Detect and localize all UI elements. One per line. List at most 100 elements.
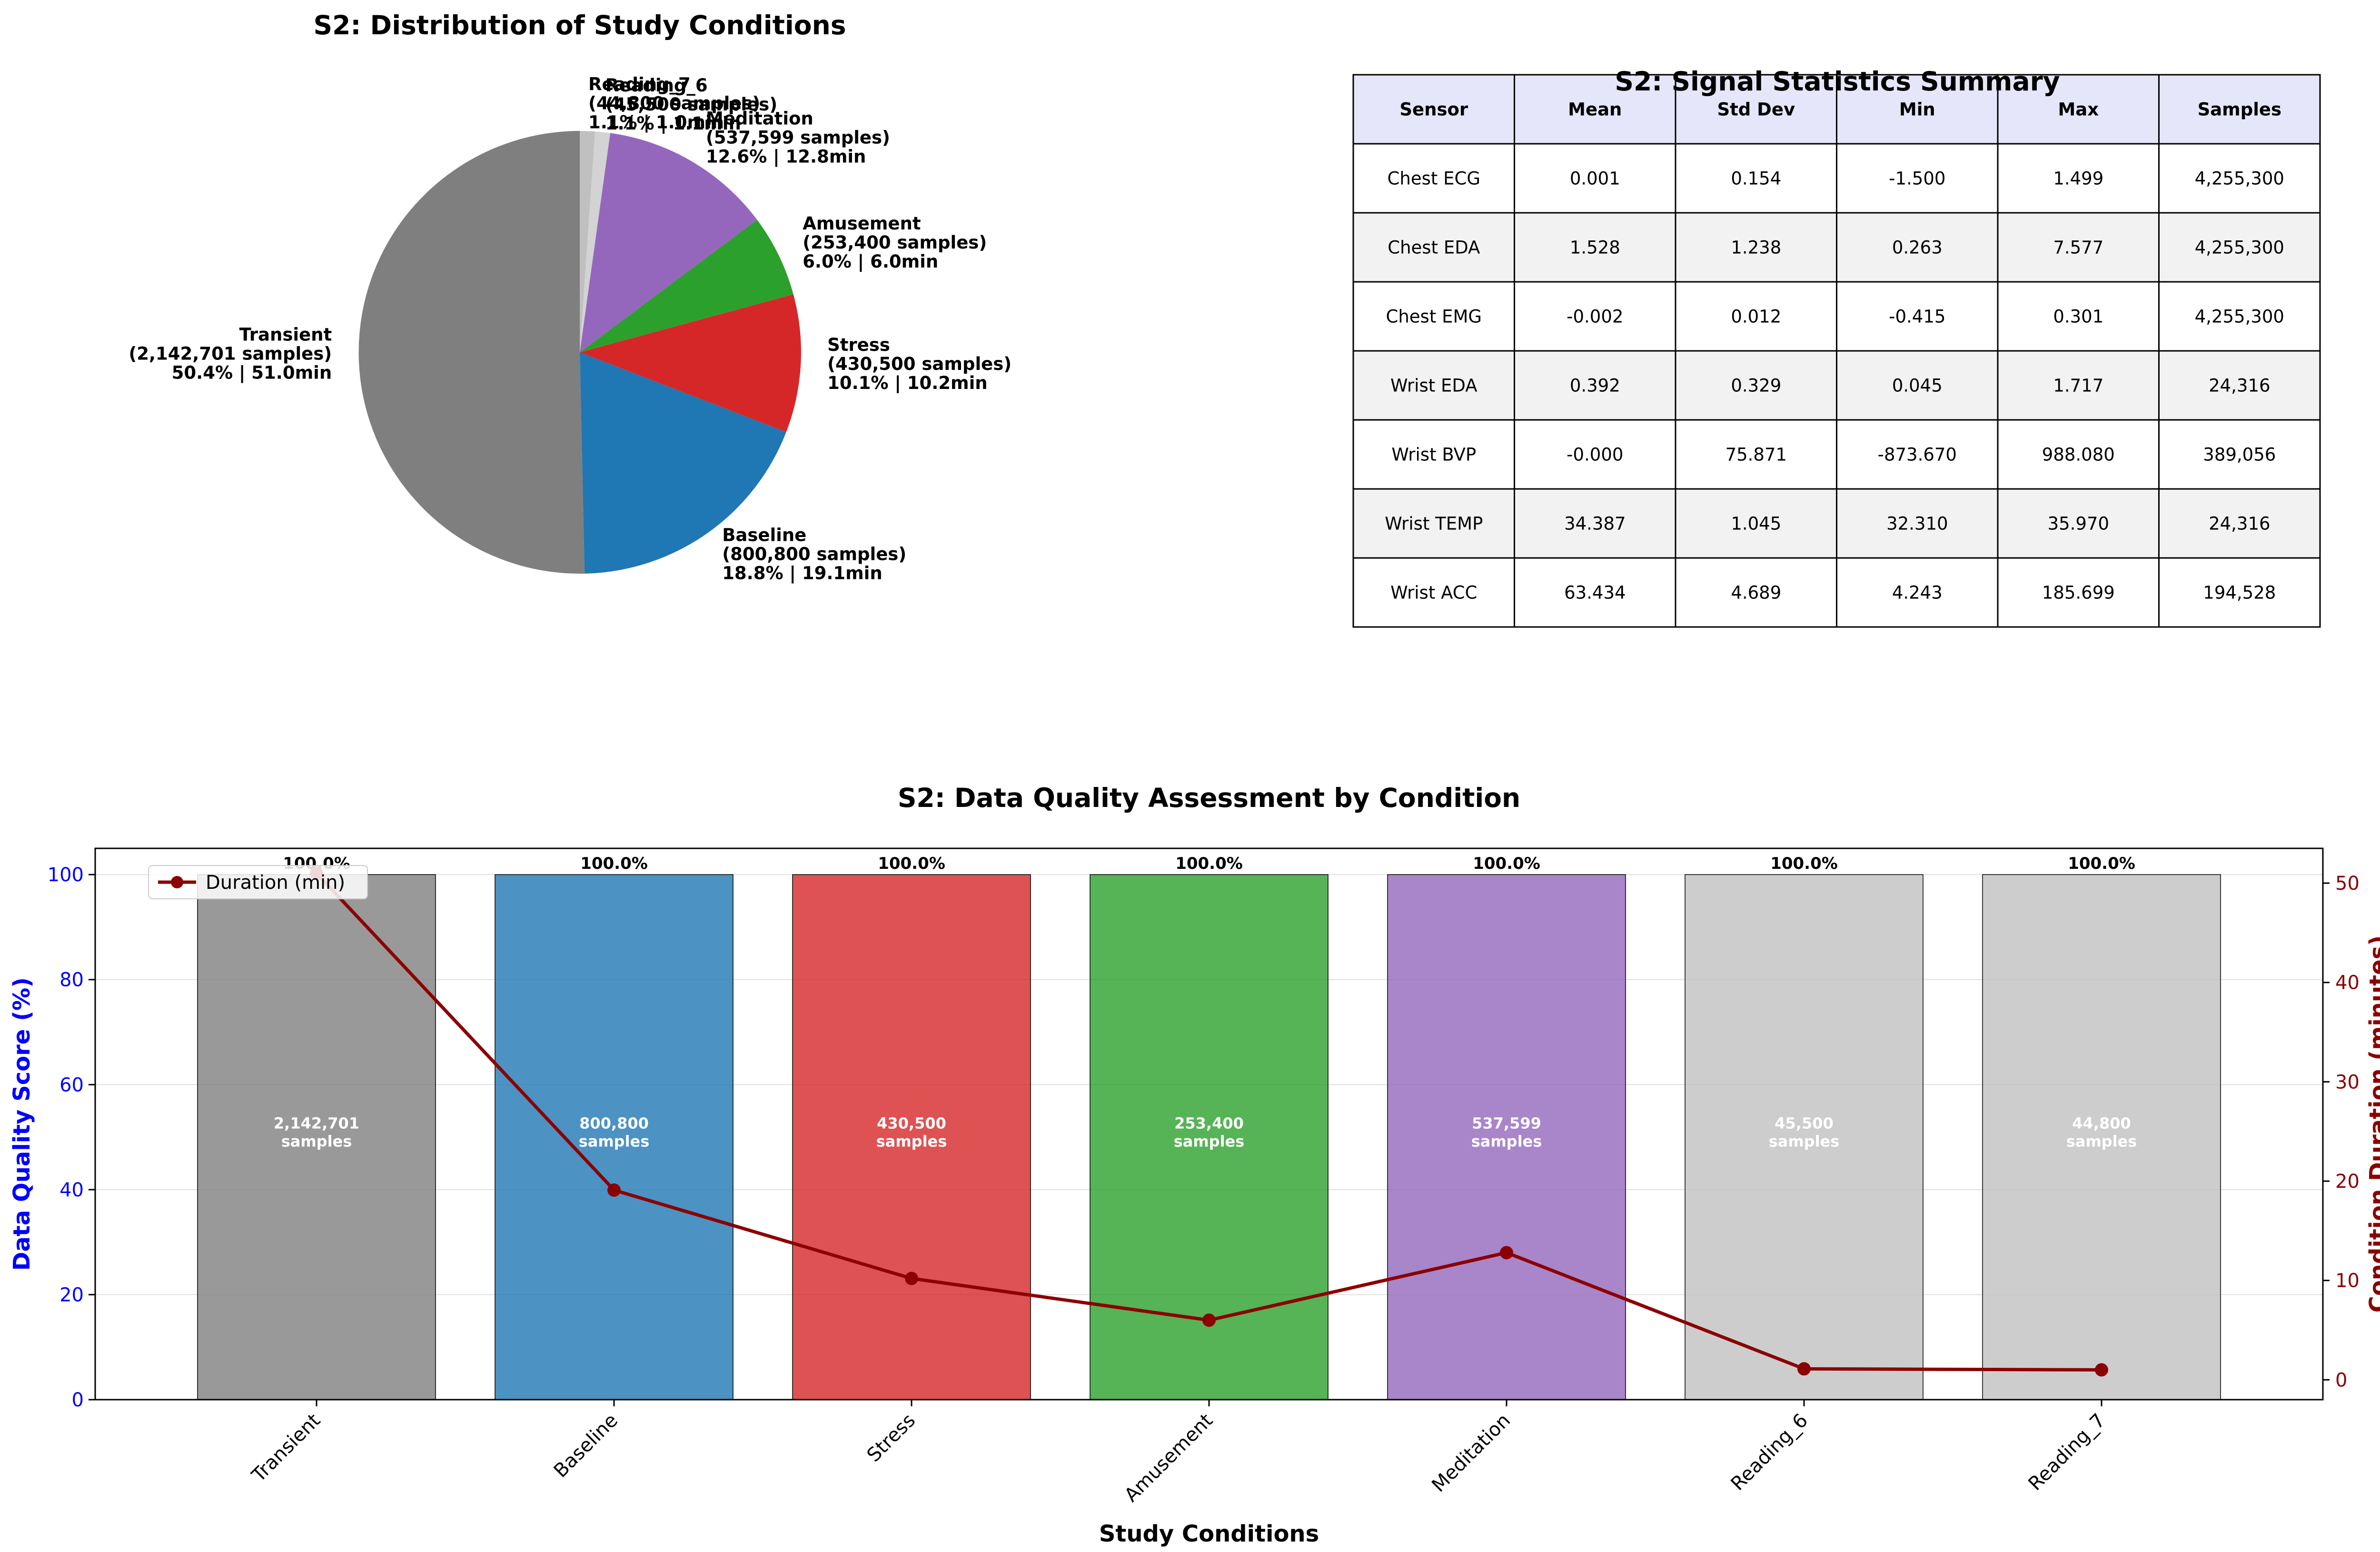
pie-label-reading-7: Reading_7 (44,800 samples) 1.1% | 1.0min (588, 74, 760, 133)
duration-point-amusement (1202, 1313, 1216, 1327)
bar-value-label-amusement: 100.0% (1175, 854, 1243, 873)
legend-box (148, 865, 368, 899)
quality-bars (197, 874, 2221, 1400)
table-cell-text: 34.387 (1564, 514, 1626, 534)
table-cell (1514, 212, 1676, 283)
table-cell-text: 1.238 (1731, 238, 1781, 258)
table-cell-text: 0.329 (1731, 376, 1781, 396)
pie-labels: Transient (2,142,701 samples) 50.4% | 51.0… (129, 74, 1012, 584)
table-cell-text: 4,255,300 (2195, 169, 2284, 189)
table-cell-text: -0.002 (1567, 307, 1623, 327)
table-cell (2158, 143, 2321, 214)
legend: Duration (min) (148, 865, 368, 899)
table-header-cell (1836, 74, 1999, 145)
table-cell-text: 0.154 (1731, 169, 1781, 189)
table-cell-text: 1.528 (1570, 238, 1620, 258)
pie-slice-amusement (580, 219, 793, 352)
right-y-axis-ticks: 0 10 20 30 40 50 (2323, 873, 2360, 1391)
table-cell (1997, 212, 2160, 283)
table-cell-text: Wrist BVP (1391, 445, 1476, 465)
table-cell-text: Wrist ACC (1390, 583, 1477, 603)
table-cell-text: 389,056 (2203, 445, 2276, 465)
bar-chart-title: S2: Data Quality Assessment by Condition (898, 783, 1520, 813)
pie-label-meditation: Meditation (537,599 samples) 12.6% | 12.8m… (706, 109, 890, 167)
table-cell-text: 1.717 (2053, 376, 2103, 396)
table-cell (1675, 488, 1837, 559)
table-cell-text: -0.000 (1567, 445, 1623, 465)
table-cell-text: -0.415 (1889, 307, 1945, 327)
table-cell-text: Wrist EDA (1390, 376, 1478, 396)
table-header-cell (2158, 74, 2321, 145)
bar-amusement (1090, 874, 1329, 1400)
pie-slice-meditation (580, 133, 757, 352)
table-cell (1352, 143, 1515, 214)
table-cell (1352, 212, 1515, 283)
table-header-max: Max (2058, 99, 2099, 120)
bar-reading-6 (1685, 874, 1924, 1400)
table-cell (1514, 281, 1676, 352)
x-tick-label-transient: Transient (248, 1410, 325, 1487)
table-cell (1352, 557, 1515, 628)
table-cell (1675, 557, 1837, 628)
table-cell (2158, 488, 2321, 559)
table-cell (1514, 143, 1676, 214)
table-cell-text: 4.689 (1731, 583, 1781, 603)
pie-slice-transient (358, 131, 585, 574)
table-cell (2158, 281, 2321, 352)
duration-point-reading-6 (1797, 1362, 1811, 1376)
pie-label-baseline: Baseline (800,800 samples) 18.8% | 19.1min (722, 525, 906, 583)
table-cell-text: 1.499 (2053, 169, 2103, 189)
left-y-axis-ticks: 0 20 40 60 80 100 (48, 864, 95, 1411)
table-cell-text: 0.392 (1570, 376, 1620, 396)
table-cell-text: 4.243 (1892, 583, 1943, 603)
table-cell-text: 0.012 (1731, 307, 1781, 327)
pie-chart-title: S2: Distribution of Study Conditions (314, 10, 846, 40)
bar-samples-label-stress: 430,500 samples (876, 1114, 947, 1151)
table-cell-text: -1.500 (1889, 169, 1945, 189)
quality-bar-chart-panel: S2: Data Quality Assessment by Condition… (9, 783, 2380, 1547)
duration-point-meditation (1500, 1246, 1513, 1260)
table-header-cell (1675, 74, 1837, 145)
x-tick-label-reading-7: Reading_7 (2024, 1410, 2110, 1495)
x-tick-label-amusement: Amusement (1121, 1410, 1217, 1506)
x-tick-label-reading-6: Reading_6 (1727, 1410, 1812, 1495)
table-cell (1514, 419, 1676, 490)
table-header-samples: Samples (2198, 99, 2281, 120)
pie-chart-panel: S2: Distribution of Study Conditions Tra… (129, 10, 1012, 583)
table-header-cell (1997, 74, 2160, 145)
table-header-mean: Mean (1568, 99, 1622, 120)
y-tick-label: 100 (48, 864, 84, 886)
table-cell-text: 0.045 (1892, 376, 1943, 396)
legend-label-duration: Duration (min) (206, 872, 345, 894)
x-axis-ticks: Transient Baseline Stress Amusement Meditati… (248, 1400, 2110, 1506)
table-header-cell (1352, 74, 1515, 145)
bar-samples-label-transient: 2,142,701 samples (274, 1114, 359, 1151)
table-cell-text: 0.301 (2053, 307, 2103, 327)
table-cell (2158, 212, 2321, 283)
table-cell (1997, 557, 2160, 628)
table-header-min: Min (1899, 99, 1935, 120)
bar-stress (792, 874, 1031, 1400)
y-tick-label: 0 (72, 1389, 84, 1411)
pie-label-stress: Stress (430,500 samples) 10.1% | 10.2min (827, 335, 1012, 393)
table-cell-text: Chest ECG (1388, 169, 1480, 189)
duration-point-stress (905, 1272, 918, 1285)
duration-point-reading-7 (2095, 1363, 2108, 1377)
table-cell-text: 75.871 (1726, 445, 1787, 465)
table-cell (1352, 281, 1515, 352)
table-cell (1997, 143, 2160, 214)
statistics-table-panel: Sensor Mean Std Dev Min Max Samples Chest ECG 0… (1352, 66, 2321, 628)
pie-slice-stress (580, 294, 801, 432)
pie-label-reading-6: Reading_6 (45,500 samples) 1.1% | 1.1min (605, 75, 777, 134)
table-cell (1675, 281, 1837, 352)
y2-axis-label: Condition Duration (minutes) (2365, 935, 2380, 1313)
bar-samples-label-meditation: 537,599 samples (1471, 1114, 1542, 1151)
x-tick-label-stress: Stress (863, 1410, 920, 1466)
y-tick-label: 80 (60, 969, 84, 991)
bar-reading-7 (1982, 874, 2221, 1400)
table-cell-text: 24,316 (2209, 376, 2270, 396)
bar-labels: 100.0% 2,142,701 samples 100.0% 800,800 sampl… (274, 854, 2137, 1151)
bar-samples-label-baseline: 800,800 samples (579, 1114, 650, 1151)
table-cell (1836, 143, 1999, 214)
